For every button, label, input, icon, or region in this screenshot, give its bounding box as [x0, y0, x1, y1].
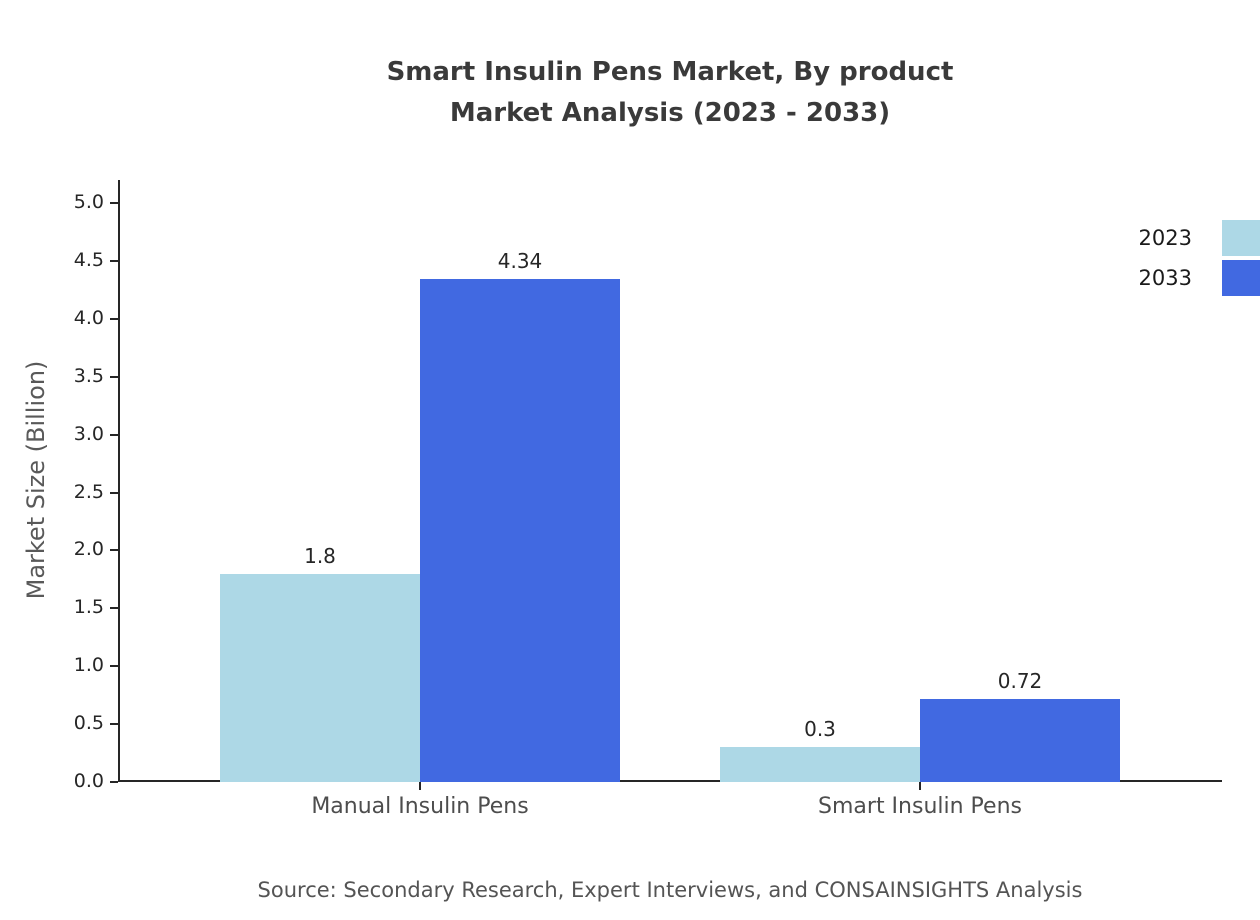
y-tick-label: 2.5 [73, 480, 104, 503]
chart-title-line1: Smart Insulin Pens Market, By product [386, 57, 954, 87]
y-tick-label: 2.0 [73, 538, 104, 561]
chart-title: Smart Insulin Pens Market, By product Ma… [80, 52, 1260, 134]
category-label: Manual Insulin Pens [311, 794, 529, 819]
y-tick-mark [110, 259, 118, 262]
chart-title-line2: Market Analysis (2023 - 2033) [449, 98, 891, 128]
y-tick-mark [110, 665, 118, 668]
y-tick-label: 3.0 [73, 422, 104, 445]
y-tick-mark [110, 202, 118, 204]
legend-label-2023: 2023 [1138, 226, 1192, 250]
y-tick-mark [110, 781, 118, 783]
bar-value-label: 0.72 [997, 668, 1043, 693]
bar-value-label: 1.8 [304, 543, 336, 568]
y-tick-label: 0.0 [73, 770, 104, 792]
y-tick-mark [110, 549, 118, 552]
y-tick-label: 1.5 [73, 596, 104, 619]
bar-value-label: 0.3 [804, 717, 836, 742]
y-tick-label: 4.0 [73, 306, 104, 329]
y-tick-label: 5.0 [73, 191, 104, 213]
y-axis-line [118, 180, 120, 782]
y-tick-label: 3.5 [73, 364, 104, 387]
bar-2033-0 [420, 279, 620, 782]
y-tick-mark [110, 723, 118, 726]
category-label: Smart Insulin Pens [818, 794, 1022, 819]
y-tick-mark [110, 607, 118, 610]
y-tick-label: 4.5 [73, 248, 104, 271]
bar-2033-1 [920, 698, 1120, 782]
source-text: Source: Secondary Research, Expert Inter… [257, 878, 1083, 902]
legend-label-2033: 2033 [1138, 266, 1192, 290]
y-tick-mark [110, 375, 118, 378]
y-tick-mark [110, 491, 118, 494]
bar-value-label: 4.34 [497, 249, 543, 274]
bar-2023-0 [220, 573, 420, 782]
x-tick-mark [919, 782, 921, 790]
bar-2023-1 [720, 747, 920, 782]
legend-swatch-2023 [1222, 220, 1260, 256]
y-tick-label: 1.0 [73, 654, 104, 677]
y-tick-mark [110, 433, 118, 436]
y-tick-label: 0.5 [73, 712, 104, 735]
y-tick-mark [110, 317, 118, 320]
x-axis-line [118, 780, 1222, 782]
legend-swatch-2033 [1222, 260, 1260, 296]
x-tick-mark [419, 782, 421, 790]
